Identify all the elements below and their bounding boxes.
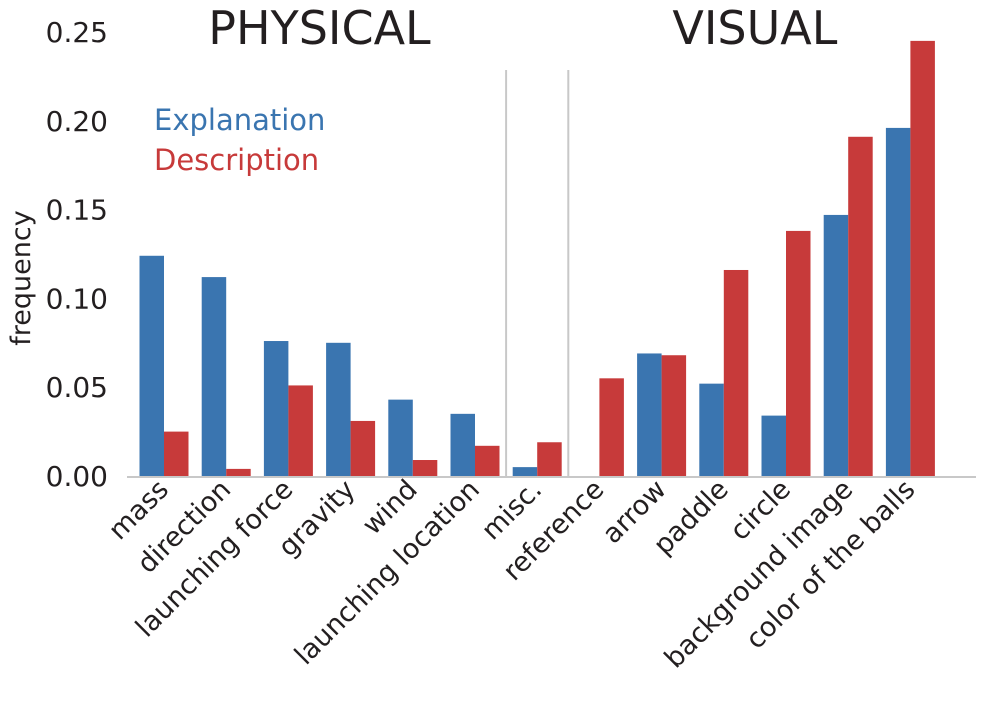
group-dividers (505, 70, 570, 476)
bar-description-launching-force (288, 385, 313, 476)
group-title-visual: VISUAL (672, 1, 837, 55)
bar-explanation-color-of-the-balls (885, 127, 911, 477)
bar-description-background-image (848, 136, 873, 476)
bar-description-circle (786, 230, 811, 476)
bars (139, 40, 935, 477)
y-tick-label: 0.15 (46, 194, 108, 227)
bar-explanation-misc (512, 467, 538, 476)
bar-explanation-mass (139, 255, 164, 476)
y-axis-ticks: 0.00 0.05 0.10 0.15 0.20 0.25 (46, 16, 108, 493)
bar-description-gravity (350, 420, 376, 476)
bar-description-reference (599, 378, 624, 476)
group-title-physical: PHYSICAL (208, 1, 431, 55)
bar-description-paddle (723, 269, 749, 476)
bar-explanation-wind (388, 399, 413, 476)
bar-explanation-paddle (699, 383, 724, 476)
bar-description-mass (164, 431, 189, 476)
bar-description-color-of-the-balls (910, 40, 935, 476)
bar-description-misc (537, 442, 562, 476)
y-tick-label: 0.20 (46, 105, 108, 138)
y-tick-label: 0.00 (46, 460, 108, 493)
bar-explanation-launching-location (450, 413, 475, 476)
y-tick-label: 0.05 (46, 371, 108, 404)
y-tick-label: 0.25 (46, 16, 108, 49)
bar-explanation-gravity (326, 342, 351, 476)
legend-entry-description: Description (154, 143, 319, 177)
group-titles: PHYSICAL VISUAL (208, 1, 837, 55)
bar-explanation-arrow (637, 353, 662, 476)
y-axis-title: frequency (6, 210, 37, 345)
bar-description-arrow (661, 355, 687, 476)
bar-explanation-launching-force (263, 341, 289, 476)
legend-entry-explanation: Explanation (154, 103, 325, 137)
bar-description-launching-location (475, 445, 500, 476)
legend: Explanation Description (154, 103, 325, 177)
y-tick-label: 0.10 (46, 282, 108, 315)
bar-explanation-background-image (823, 214, 849, 477)
bar-description-direction (226, 468, 251, 476)
bar-explanation-circle (761, 415, 786, 476)
bar-explanation-direction (201, 277, 227, 476)
bar-description-wind (412, 460, 438, 476)
